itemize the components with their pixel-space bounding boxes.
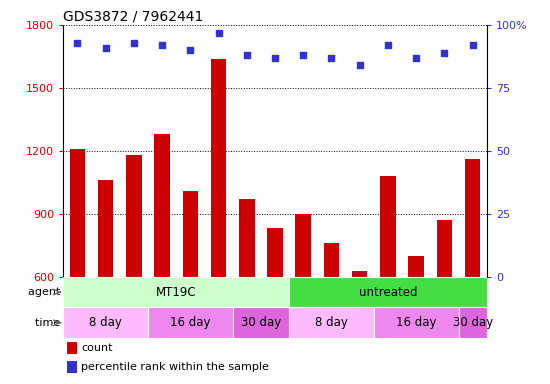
Bar xyxy=(409,256,424,277)
Bar xyxy=(155,134,170,277)
Bar xyxy=(465,159,480,277)
Point xyxy=(412,55,421,61)
Bar xyxy=(352,271,367,277)
Bar xyxy=(68,361,77,372)
Bar xyxy=(267,228,283,277)
Bar xyxy=(63,277,289,308)
Point xyxy=(129,40,138,46)
Bar xyxy=(68,343,77,354)
Text: 30 day: 30 day xyxy=(241,316,281,329)
Text: 16 day: 16 day xyxy=(396,316,436,329)
Point xyxy=(214,30,223,36)
Point xyxy=(243,52,251,58)
Point xyxy=(299,52,307,58)
Bar xyxy=(63,308,148,338)
Point xyxy=(271,55,279,61)
Text: untreated: untreated xyxy=(359,286,417,298)
Bar xyxy=(126,155,141,277)
Bar xyxy=(148,308,233,338)
Bar xyxy=(211,58,226,277)
Bar xyxy=(289,277,487,308)
Bar xyxy=(289,308,374,338)
Point xyxy=(327,55,336,61)
Point xyxy=(468,42,477,48)
Text: MT19C: MT19C xyxy=(156,286,196,298)
Point xyxy=(158,42,167,48)
Text: 8 day: 8 day xyxy=(89,316,122,329)
Bar xyxy=(70,149,85,277)
Text: agent: agent xyxy=(28,287,64,297)
Bar xyxy=(324,243,339,277)
Text: 16 day: 16 day xyxy=(170,316,211,329)
Bar xyxy=(380,176,395,277)
Bar xyxy=(459,308,487,338)
Bar xyxy=(437,220,452,277)
Point xyxy=(73,40,82,46)
Bar xyxy=(295,214,311,277)
Bar xyxy=(183,191,198,277)
Bar xyxy=(374,308,459,338)
Point xyxy=(101,45,110,51)
Text: GDS3872 / 7962441: GDS3872 / 7962441 xyxy=(63,10,204,24)
Point xyxy=(355,62,364,68)
Text: 30 day: 30 day xyxy=(453,316,493,329)
Text: percentile rank within the sample: percentile rank within the sample xyxy=(81,362,270,372)
Text: count: count xyxy=(81,343,113,353)
Bar xyxy=(233,308,289,338)
Text: time: time xyxy=(35,318,64,328)
Point xyxy=(440,50,449,56)
Text: 8 day: 8 day xyxy=(315,316,348,329)
Point xyxy=(186,47,195,53)
Bar xyxy=(239,199,255,277)
Point xyxy=(383,42,392,48)
Bar xyxy=(98,180,113,277)
